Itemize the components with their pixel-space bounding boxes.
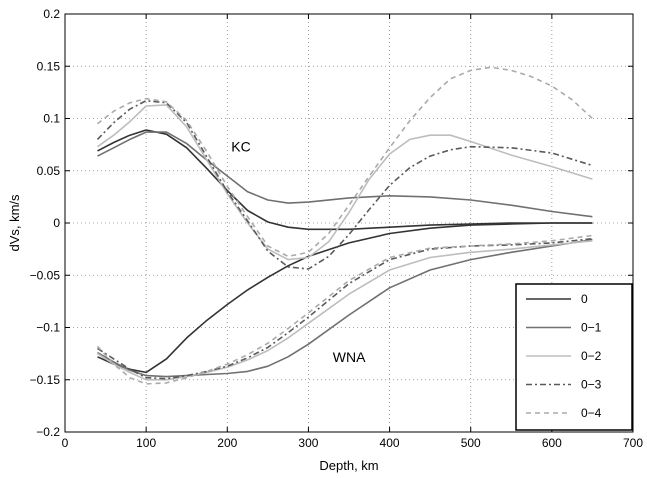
y-tick-label: 0.2	[43, 7, 60, 21]
series-line-wna	[97, 238, 593, 378]
legend-label: 0−4	[581, 406, 602, 420]
series-line-kc	[97, 104, 593, 261]
annotation-wna: WNA	[333, 349, 366, 365]
legend-label: 0	[581, 292, 588, 306]
annotation-kc: KC	[231, 139, 250, 155]
x-tick-label: 500	[461, 436, 481, 450]
y-tick-label: −0.15	[30, 373, 61, 387]
y-tick-label: 0.1	[43, 112, 60, 126]
legend-label: 0−2	[581, 349, 602, 363]
series-line-kc	[96, 99, 593, 270]
y-tick-label: 0.05	[37, 164, 61, 178]
series-line-wna	[97, 222, 593, 374]
x-tick-label: 100	[136, 436, 156, 450]
series-line-kc	[97, 131, 593, 218]
x-tick-label: 700	[623, 436, 643, 450]
legend: 0 0−1 0−2 0−3 0−4	[515, 283, 633, 431]
series-line-wna	[97, 240, 593, 381]
series-lines	[96, 66, 593, 385]
y-tick-label: 0.15	[37, 59, 61, 73]
legend-label: 0−3	[581, 378, 602, 392]
x-tick-label: 0	[62, 436, 69, 450]
legend-box	[515, 283, 633, 431]
axis-ticks	[64, 13, 634, 433]
x-tick-label: 200	[217, 436, 237, 450]
y-tick-label: 0	[53, 216, 60, 230]
x-tick-label: 600	[542, 436, 562, 450]
y-axis-label: dVs, km/s	[7, 194, 22, 252]
series-line-wna	[96, 234, 593, 385]
y-tick-label: −0.2	[36, 425, 60, 439]
x-tick-label: 300	[298, 436, 318, 450]
x-axis-label: Depth, km	[319, 458, 378, 473]
series-line-kc	[97, 66, 593, 258]
series-line-kc	[97, 129, 593, 231]
tick-labels: 0 100 200 300 400 500 600 700 −0.2 −0.15 −0.1 −0.05…	[30, 7, 644, 450]
y-tick-label: −0.1	[36, 321, 60, 335]
series-line-wna	[97, 237, 593, 380]
legend-label: 0−1	[581, 321, 602, 335]
x-tick-label: 400	[380, 436, 400, 450]
y-tick-label: −0.05	[30, 268, 61, 282]
